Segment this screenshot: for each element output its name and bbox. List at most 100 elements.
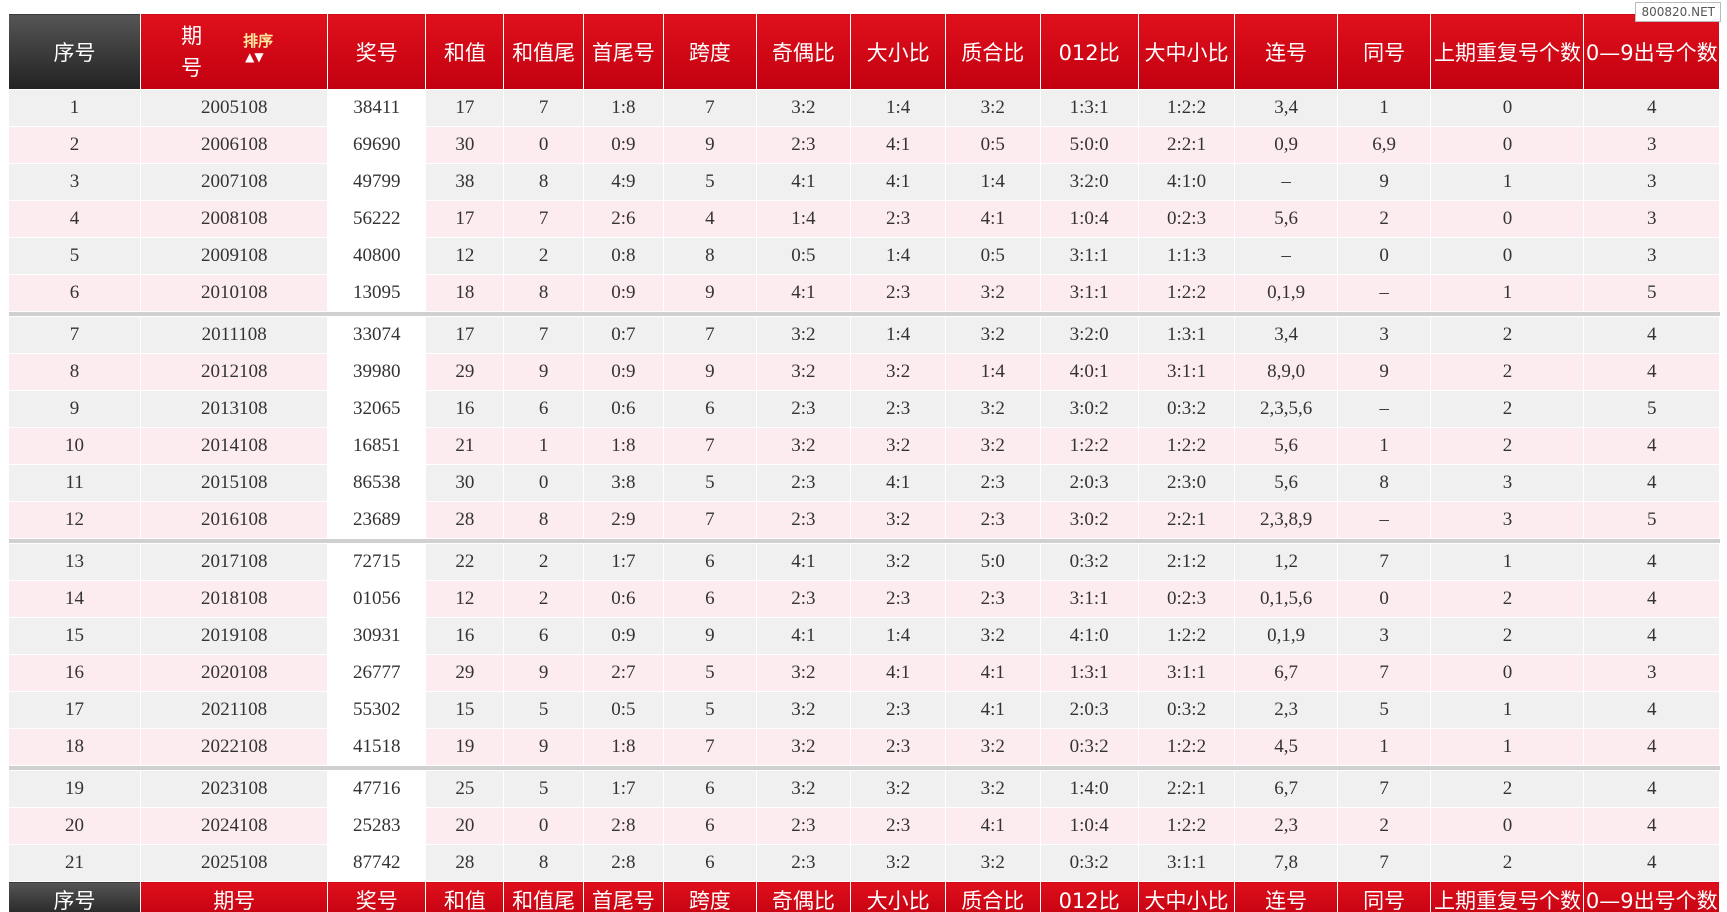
cell: 0:2:3 xyxy=(1137,580,1236,618)
cell: 0:6 xyxy=(582,580,665,618)
cell: 23689 xyxy=(327,501,427,539)
cell: 1:4 xyxy=(944,353,1041,391)
cell: 5:0:0 xyxy=(1039,126,1139,164)
cell: 2:2:1 xyxy=(1137,126,1236,164)
cell: 3:2 xyxy=(850,844,946,882)
footer-cell: 跨度 xyxy=(663,881,757,912)
cell: 16 xyxy=(425,617,505,655)
cell: 5 xyxy=(503,691,584,729)
cell: 1:4:0 xyxy=(1039,770,1139,808)
data-row: 15 2019108 30931 16 6 0:9 9 4:1 1:4 3:2 4:1:0 1:2:2… xyxy=(7,617,1720,655)
cell: 2022108 xyxy=(140,728,329,766)
cell: 4 xyxy=(1583,543,1720,581)
cell: 2 xyxy=(1430,427,1585,465)
cell: 2019108 xyxy=(140,617,329,655)
cell: 1:3:1 xyxy=(1039,654,1139,692)
cell: 3:2 xyxy=(850,543,946,581)
cell: 15 xyxy=(425,691,505,729)
cell: 1 xyxy=(503,427,584,465)
cell: 5 xyxy=(663,163,757,201)
cell: 1:2:2 xyxy=(1137,274,1236,312)
cell: 0 xyxy=(1430,200,1585,238)
footer-row: 序号 期号 奖号 和值 和值尾 首尾号 跨度 奇偶比 大小比 质合比 012比 大中小比 连号 同号 上期重… xyxy=(7,881,1720,912)
cell: 1:8 xyxy=(582,728,665,766)
cell: 1 xyxy=(1430,543,1585,581)
cell: 2009108 xyxy=(140,237,329,275)
cell: 4:1 xyxy=(944,200,1041,238)
cell: 7 xyxy=(7,316,142,354)
cell: 2 xyxy=(503,237,584,275)
data-row: 18 2022108 41518 19 9 1:8 7 3:2 2:3 3:2 0:3:2 1:2:2… xyxy=(7,728,1720,766)
cell: 6 xyxy=(663,580,757,618)
cell: 3:2 xyxy=(944,728,1041,766)
cell: 0:3:2 xyxy=(1039,543,1139,581)
cell: 2:2:1 xyxy=(1137,501,1236,539)
cell: 4:1 xyxy=(850,126,946,164)
cell: 1:2:2 xyxy=(1137,617,1236,655)
cell: 4:1 xyxy=(944,654,1041,692)
cell: 0:6 xyxy=(582,390,665,428)
cell: 7 xyxy=(503,200,584,238)
cell: 1:8 xyxy=(582,89,665,127)
cell: 1:7 xyxy=(582,543,665,581)
cell: 72715 xyxy=(327,543,427,581)
cell: 4:1 xyxy=(755,274,852,312)
cell: 2,3,5,6 xyxy=(1234,390,1338,428)
cell: 87742 xyxy=(327,844,427,882)
cell: 32065 xyxy=(327,390,427,428)
cell: 1 xyxy=(1336,89,1432,127)
cell: 2:3 xyxy=(755,580,852,618)
cell: 0:3:2 xyxy=(1137,691,1236,729)
cell: 7,8 xyxy=(1234,844,1338,882)
cell: 2:8 xyxy=(582,807,665,845)
cell: 0 xyxy=(1430,654,1585,692)
data-table: 序号期号排序 ▲▼ 奖号 和值 和值尾 首尾号 跨度 奇偶比 大小比 质合比 012比 大中小比 连号同… xyxy=(7,13,1720,912)
footer-cell: 奇偶比 xyxy=(755,881,852,912)
cell: 3:1:1 xyxy=(1137,844,1236,882)
cell: 7 xyxy=(663,728,757,766)
cell: 1:0:4 xyxy=(1039,807,1139,845)
cell: 9 xyxy=(663,126,757,164)
cell: 41518 xyxy=(327,728,427,766)
cell: 2015108 xyxy=(140,464,329,502)
cell: 2:3 xyxy=(944,464,1041,502)
footer-cell: 上期重复号个数 xyxy=(1430,881,1585,912)
cell: 55302 xyxy=(327,691,427,729)
cell: 2:3 xyxy=(944,580,1041,618)
cell: – xyxy=(1234,237,1338,275)
cell: 2 xyxy=(503,580,584,618)
cell: 2005108 xyxy=(140,89,329,127)
cell: – xyxy=(1336,274,1432,312)
cell: 3:1:1 xyxy=(1137,654,1236,692)
cell: 4:1:0 xyxy=(1039,617,1139,655)
cell: 0:2:3 xyxy=(1137,200,1236,238)
cell: 3,4 xyxy=(1234,89,1338,127)
cell: 0:9 xyxy=(582,274,665,312)
data-row: 19 2023108 47716 25 5 1:7 6 3:2 3:2 3:2 1:4:0 2:2:1… xyxy=(7,770,1720,808)
cell: 7 xyxy=(503,89,584,127)
cell: 5,6 xyxy=(1234,464,1338,502)
cell: 2 xyxy=(1430,580,1585,618)
cell: 29 xyxy=(425,654,505,692)
cell: 1:4 xyxy=(850,617,946,655)
cell: 0 xyxy=(1430,807,1585,845)
cell: 8 xyxy=(1336,464,1432,502)
cell: 30 xyxy=(425,464,505,502)
sort-button[interactable]: 排序 xyxy=(243,32,274,50)
data-row: 20 2024108 25283 20 0 2:8 6 2:3 2:3 4:1 1:0:4 1:2:2… xyxy=(7,807,1720,845)
cell: 13 xyxy=(7,543,142,581)
cell: 1:2:2 xyxy=(1137,89,1236,127)
data-row: 9 2013108 32065 16 6 0:6 6 2:3 2:3 3:2 3:0:2 0:3:2 2… xyxy=(7,390,1720,428)
cell: 2:3 xyxy=(850,274,946,312)
watermark: 800820.NET xyxy=(1635,2,1721,22)
cell: 1 xyxy=(1430,163,1585,201)
cell: 20 xyxy=(425,807,505,845)
cell: 0:7 xyxy=(582,316,665,354)
cell: 0:9 xyxy=(582,353,665,391)
cell: 2 xyxy=(1430,316,1585,354)
data-row: 17 2021108 55302 15 5 0:5 5 3:2 2:3 4:1 2:0:3 0:3:2… xyxy=(7,691,1720,729)
cell: 5 xyxy=(1583,501,1720,539)
cell: 25283 xyxy=(327,807,427,845)
cell: 2 xyxy=(1430,390,1585,428)
